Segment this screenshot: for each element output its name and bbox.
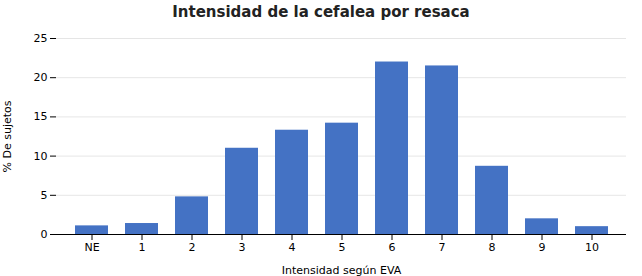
html-text:Intensidad de la cefalea por r: Intensidad de la cefalea por resaca — [172, 3, 470, 21]
svg-text:Intensidad según EVA: Intensidad según EVA — [282, 264, 402, 276]
svg-text:3: 3 — [239, 241, 246, 254]
svg-text:10: 10 — [585, 241, 599, 254]
svg-text:4: 4 — [289, 241, 296, 254]
svg-text:8: 8 — [489, 241, 496, 254]
svg-text:9: 9 — [539, 241, 546, 254]
svg-text:10: 10 — [34, 150, 48, 163]
svg-text:0: 0 — [41, 228, 48, 241]
svg-text:NE: NE — [84, 241, 99, 254]
svg-text:6: 6 — [389, 241, 396, 254]
svg-text:25: 25 — [34, 32, 48, 45]
svg-text:2: 2 — [189, 241, 196, 254]
svg-text:7: 7 — [439, 241, 446, 254]
svg-text:5: 5 — [339, 241, 346, 254]
svg-text:% De sujetos: % De sujetos — [1, 100, 14, 172]
svg-text:15: 15 — [34, 110, 48, 123]
svg-text:1: 1 — [139, 241, 146, 254]
svg-text:20: 20 — [34, 71, 48, 84]
svg-text:5: 5 — [41, 189, 48, 202]
